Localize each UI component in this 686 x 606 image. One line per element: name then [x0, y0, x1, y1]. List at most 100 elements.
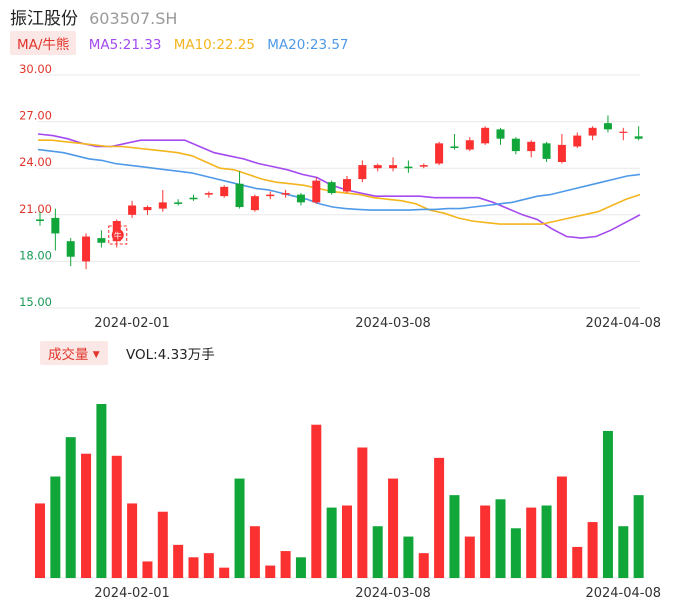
ma20-legend: MA20:23.57 [267, 37, 349, 53]
candle-body [36, 219, 44, 222]
price-tick-label: 18.00 [19, 248, 52, 262]
volume-bar [127, 503, 138, 578]
volume-bar [81, 453, 92, 578]
candle-body [496, 129, 505, 139]
candle-body [435, 143, 444, 164]
volume-bar [234, 478, 245, 578]
volume-bar [526, 507, 537, 578]
candle-body [603, 123, 612, 130]
candle-body [465, 140, 474, 150]
ma-line-ma5 [37, 133, 641, 239]
stock-title: 振江股份 603507.SH [10, 4, 178, 29]
candle-body [235, 183, 244, 208]
volume-bar [449, 495, 460, 578]
ma5-legend: MA5:21.33 [88, 37, 162, 53]
candle-body [557, 144, 566, 162]
candle-body [343, 179, 351, 192]
volume-bar [219, 567, 230, 578]
candle-body [281, 193, 290, 195]
volume-date-tick-label: 2024-02-01 [94, 586, 170, 601]
volume-bar [357, 447, 368, 578]
signal-markers: 牛 [108, 225, 128, 245]
signal-marker-frame [108, 225, 128, 245]
date-tick-label: 2024-03-08 [355, 316, 431, 331]
candle-body [542, 143, 551, 159]
ma-legend: MA/牛熊 MA5:21.33 MA10:22.25 MA20:23.57 [10, 31, 349, 55]
date-tick-label: 2024-02-01 [94, 316, 170, 331]
price-axis: 30.00 27.00 24.00 21.00 18.00 15.00 [19, 62, 52, 309]
volume-bar [249, 526, 260, 578]
candle-body [588, 127, 597, 136]
volume-bar [65, 437, 76, 578]
candle-body [97, 238, 106, 243]
price-tick-label: 21.00 [19, 202, 52, 216]
candle-body [573, 135, 582, 147]
volume-bar [434, 457, 445, 578]
volume-bar [495, 499, 506, 578]
candle-body [250, 196, 259, 211]
candle-body [128, 205, 137, 215]
volume-bar [111, 455, 122, 578]
volume-date-tick-label: 2024-03-08 [355, 586, 431, 601]
candle-body [174, 202, 183, 204]
moving-average-lines [37, 133, 641, 239]
volume-bar [50, 476, 61, 578]
volume-bar [96, 404, 107, 578]
candle-body [66, 241, 75, 257]
candle-body [527, 141, 536, 152]
candle-body [481, 127, 490, 144]
candle-body [619, 131, 628, 133]
volume-bar [587, 522, 598, 578]
volume-bar [142, 561, 153, 578]
candle-body [419, 165, 428, 167]
candle-body [189, 197, 198, 200]
volume-bar [556, 476, 567, 578]
volume-bar [173, 544, 184, 578]
ma10-legend: MA10:22.25 [173, 37, 255, 53]
volume-bar [541, 505, 552, 578]
volume-bar [265, 565, 276, 578]
volume-bar [342, 505, 352, 578]
volume-bar [203, 553, 214, 578]
volume-indicator-selector[interactable]: 成交量 ▼ [40, 341, 108, 365]
candle-body [358, 165, 367, 180]
volume-bar [388, 478, 399, 578]
volume-bar [602, 430, 613, 578]
volume-value: VOL:4.33万手 [126, 347, 215, 363]
ma-indicator-selector[interactable]: MA/牛熊 [10, 31, 77, 55]
volume-bars [35, 404, 644, 578]
volume-bar [295, 557, 306, 578]
volume-bar [188, 557, 199, 578]
date-tick-label: 2024-04-08 [585, 316, 661, 331]
price-tick-label: 27.00 [19, 109, 52, 123]
stock-code: 603507.SH [89, 9, 178, 28]
bull-signal-label: 牛 [114, 230, 122, 240]
candle-body [404, 166, 413, 169]
price-tick-label: 30.00 [19, 62, 52, 76]
grid-layer [38, 74, 640, 579]
stock-name: 振江股份 [10, 9, 78, 29]
volume-bar [326, 507, 337, 578]
candle-body [389, 165, 398, 169]
candle-body [143, 207, 152, 211]
candle-body [82, 236, 91, 262]
candle-body [158, 202, 167, 209]
volume-badge-label: 成交量 [48, 347, 89, 363]
volume-bar [480, 505, 491, 578]
volume-legend: 成交量 ▼ VOL:4.33万手 [40, 341, 215, 365]
bull-signal-icon [111, 228, 124, 241]
candle-body [220, 186, 229, 197]
volume-bar [510, 528, 521, 578]
volume-bar [633, 495, 644, 578]
volume-bar [418, 553, 429, 578]
candle-body [204, 193, 213, 195]
volume-bar [372, 526, 383, 578]
volume-bar [618, 526, 629, 578]
candle-body [511, 138, 520, 152]
price-tick-label: 15.00 [19, 295, 52, 309]
candle-body [312, 180, 321, 203]
ma-line-ma10 [38, 139, 641, 225]
caret-down-icon: ▼ [92, 350, 100, 360]
candle-body [450, 146, 459, 149]
